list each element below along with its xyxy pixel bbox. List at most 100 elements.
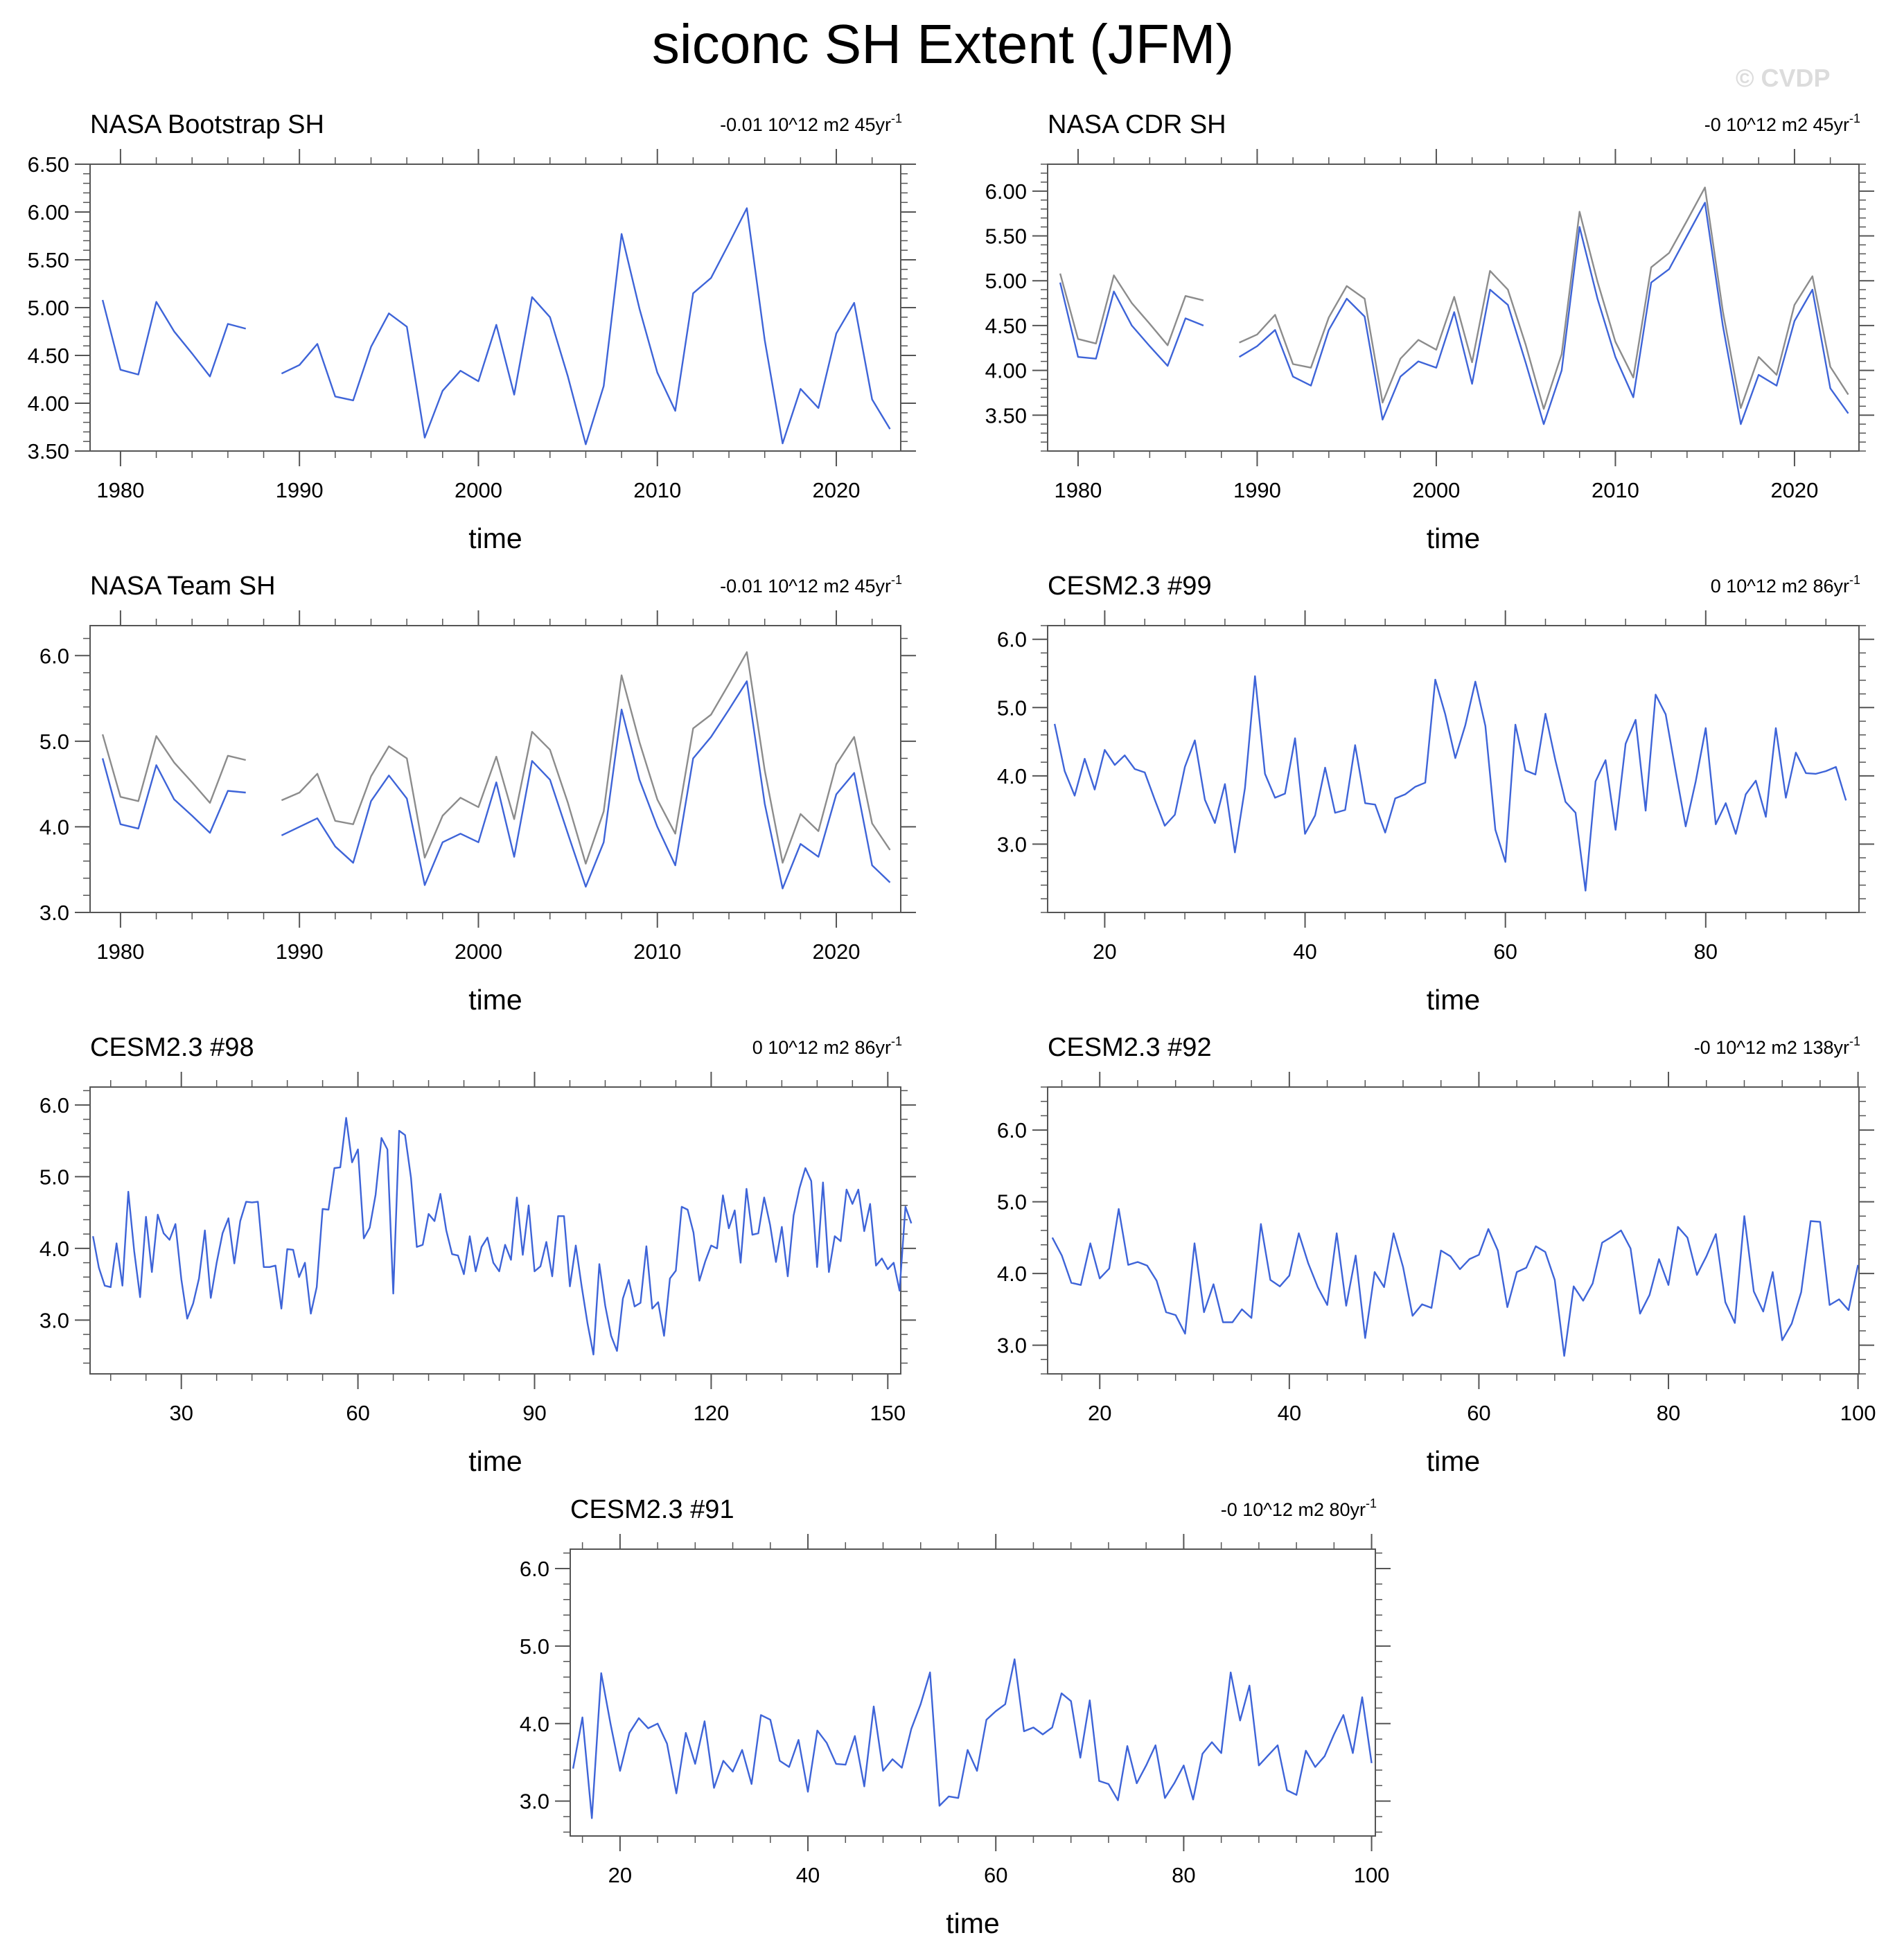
series-line-1	[101, 207, 891, 445]
x-tick-label: 2010	[633, 478, 681, 502]
trend-label: 0 10^12 m2 86yr-1	[1711, 573, 1860, 597]
x-axis-label: time	[1427, 522, 1480, 554]
x-axis-label: time	[468, 1445, 522, 1477]
y-tick-label: 6.00	[985, 179, 1027, 204]
x-tick-label: 30	[169, 1401, 193, 1425]
series-line-1	[1051, 1208, 1859, 1357]
y-tick-label: 3.50	[28, 439, 69, 463]
y-tick-label: 4.0	[39, 815, 69, 839]
trend-label: -0 10^12 m2 80yr-1	[1221, 1497, 1377, 1520]
y-tick-label: 6.0	[39, 644, 69, 668]
panel-title: NASA CDR SH	[1048, 110, 1226, 139]
y-tick-label: 3.0	[997, 832, 1027, 856]
x-tick-label: 150	[870, 1401, 906, 1425]
y-tick-label: 6.0	[997, 628, 1027, 652]
x-axis-label: time	[1427, 984, 1480, 1016]
y-tick-label: 4.0	[39, 1237, 69, 1261]
x-tick-label: 1980	[1054, 478, 1102, 502]
y-tick-label: 4.00	[985, 359, 1027, 383]
x-tick-label: 2000	[1412, 478, 1460, 502]
y-tick-label: 4.0	[997, 1262, 1027, 1286]
x-tick-label: 40	[1293, 939, 1316, 964]
y-tick-label: 6.00	[28, 200, 69, 224]
panel-title: CESM2.3 #92	[1048, 1033, 1212, 1062]
y-tick-label: 5.50	[28, 248, 69, 272]
chart-panel-4: 3.0 4.0 5.0 6.0 20 40 60 80 CESM2.3 #99 0 10^12 m…	[997, 572, 1874, 1016]
plot-frame	[89, 164, 901, 452]
x-tick-label: 80	[1694, 939, 1718, 964]
panel-title: NASA Bootstrap SH	[90, 110, 324, 139]
x-tick-label: 100	[1354, 1863, 1390, 1887]
y-tick-label: 6.50	[28, 152, 69, 177]
y-tick-label: 6.0	[997, 1118, 1027, 1142]
x-tick-label: 2010	[633, 939, 681, 964]
y-tick-label: 5.0	[39, 730, 69, 754]
x-tick-label: 60	[1467, 1401, 1490, 1425]
series-line-1	[1053, 675, 1847, 892]
y-tick-label: 5.0	[39, 1165, 69, 1189]
panel-title: CESM2.3 #99	[1048, 572, 1212, 601]
y-tick-label: 4.00	[28, 391, 69, 416]
x-tick-label: 40	[1278, 1401, 1301, 1425]
x-tick-label: 60	[346, 1401, 369, 1425]
x-tick-label: 80	[1172, 1863, 1195, 1887]
plot-frame	[89, 1086, 901, 1375]
x-tick-label: 2020	[1770, 478, 1818, 502]
chart-panel-2: 3.50 4.00 4.50 5.00 5.50 6.00 1980 1990 2000 2010…	[985, 110, 1874, 554]
y-tick-label: 4.50	[985, 314, 1027, 338]
series-line-2	[101, 680, 891, 890]
x-axis-label: time	[946, 1907, 999, 1939]
y-tick-label: 4.50	[28, 344, 69, 368]
y-tick-label: 6.0	[520, 1557, 549, 1581]
x-tick-label: 1980	[96, 939, 144, 964]
y-tick-label: 3.0	[520, 1790, 549, 1814]
x-tick-label: 60	[1493, 939, 1517, 964]
x-tick-label: 2000	[455, 939, 502, 964]
trend-label: -0 10^12 m2 45yr-1	[1704, 112, 1860, 135]
y-tick-label: 5.00	[28, 296, 69, 320]
plot-frame	[570, 1548, 1376, 1837]
plot-frame	[1047, 625, 1860, 913]
y-tick-label: 3.50	[985, 403, 1027, 427]
x-tick-label: 40	[796, 1863, 820, 1887]
x-tick-label: 1990	[276, 478, 324, 502]
panel-title: CESM2.3 #91	[570, 1495, 734, 1524]
series-line-1	[92, 1117, 913, 1356]
plot-frame	[89, 625, 901, 913]
chart-panel-5: 3.0 4.0 5.0 6.0 30 60 90 120 150 CESM2.3 #98 0 10^…	[39, 1033, 916, 1477]
x-tick-label: 2010	[1592, 478, 1639, 502]
x-tick-label: 20	[1088, 1401, 1111, 1425]
x-tick-label: 2020	[813, 939, 861, 964]
series-line-1	[101, 651, 891, 865]
y-tick-label: 5.0	[520, 1634, 549, 1659]
panel-title: NASA Team SH	[90, 572, 276, 601]
plot-frame	[1047, 1086, 1860, 1375]
x-tick-label: 80	[1657, 1401, 1680, 1425]
y-tick-label: 3.0	[39, 901, 69, 925]
x-tick-label: 1990	[276, 939, 324, 964]
chart-panel-6: 3.0 4.0 5.0 6.0 20 40 60 80 100 CESM2.3 #92 -0 10^…	[997, 1033, 1876, 1477]
y-tick-label: 5.00	[985, 269, 1027, 293]
y-tick-label: 5.0	[997, 696, 1027, 720]
trend-label: 0 10^12 m2 86yr-1	[752, 1034, 902, 1058]
x-tick-label: 1990	[1233, 478, 1281, 502]
chart-panel-1: 3.50 4.00 4.50 5.00 5.50 6.00 6.50 1980 1990 2000…	[28, 110, 916, 554]
y-tick-label: 3.0	[997, 1334, 1027, 1358]
x-tick-label: 20	[1093, 939, 1116, 964]
chart-panel-7: 3.0 4.0 5.0 6.0 20 40 60 80 100 CESM2.3 #91 -0 10^…	[520, 1495, 1391, 1939]
series-line-2	[1059, 202, 1849, 425]
chart-panel-3: 3.0 4.0 5.0 6.0 1980 1990 2000 2010 2020 NASA Tea…	[39, 572, 916, 1016]
x-tick-label: 90	[522, 1401, 546, 1425]
x-tick-label: 20	[608, 1863, 632, 1887]
y-tick-label: 6.0	[39, 1093, 69, 1118]
y-tick-label: 5.0	[997, 1190, 1027, 1215]
x-axis-label: time	[468, 984, 522, 1016]
x-tick-label: 2000	[455, 478, 502, 502]
y-tick-label: 4.0	[997, 764, 1027, 788]
x-axis-label: time	[1427, 1445, 1480, 1477]
trend-label: -0.01 10^12 m2 45yr-1	[720, 112, 902, 135]
x-tick-label: 2020	[813, 478, 861, 502]
x-tick-label: 120	[694, 1401, 730, 1425]
page-title: siconc SH Extent (JFM)	[651, 13, 1235, 75]
watermark: © CVDP	[1736, 64, 1831, 92]
